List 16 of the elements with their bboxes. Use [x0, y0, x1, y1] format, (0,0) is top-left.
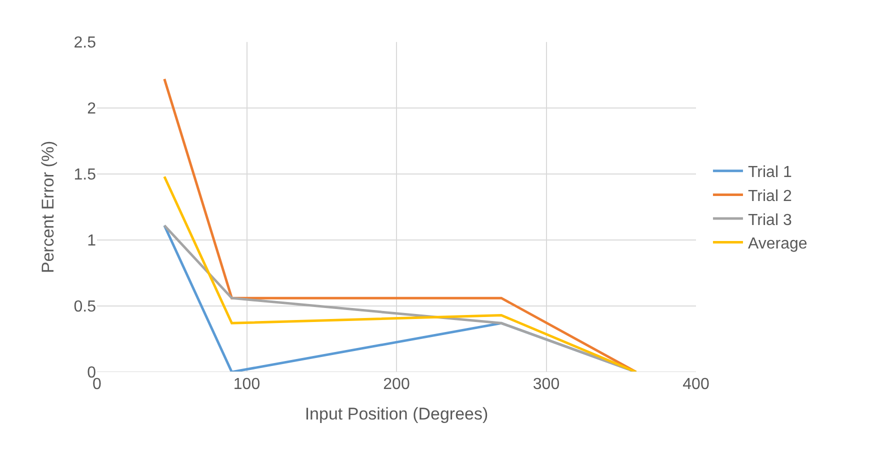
x-tick-label: 200 [383, 376, 410, 393]
y-tick-label: 1 [87, 232, 96, 250]
y-tick-label: 0.5 [74, 298, 96, 316]
x-tick-label: 300 [532, 376, 560, 393]
x-tick-label: 100 [233, 376, 260, 393]
legend-label: Trial 2 [748, 188, 792, 205]
legend-label: Average [748, 236, 808, 253]
y-tick-label: 2 [87, 100, 96, 118]
y-tick-label: 2.5 [74, 34, 96, 52]
line-series [163, 175, 638, 372]
x-axis-title: Input Position (Degrees) [304, 404, 488, 424]
legend-label: Trial 3 [748, 212, 792, 229]
y-axis-title: Percent Error (%) [38, 140, 58, 274]
x-tick-label: 400 [682, 376, 710, 393]
legend-label: Trial 1 [748, 164, 792, 182]
y-tick-label: 1.5 [74, 166, 96, 184]
